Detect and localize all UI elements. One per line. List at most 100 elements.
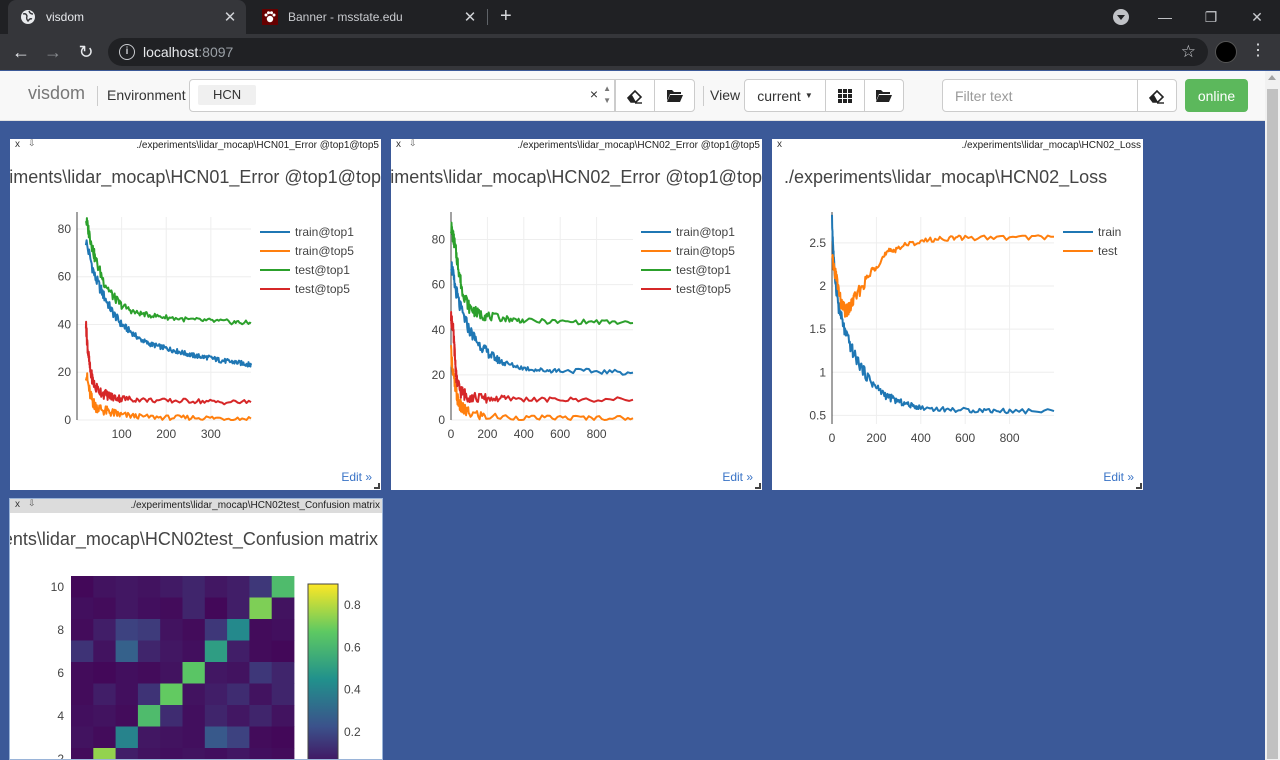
heatmap-cell bbox=[249, 597, 273, 620]
y-tick-label: 60 bbox=[432, 278, 446, 292]
legend-label: test@top5 bbox=[676, 282, 731, 296]
plot-pane-hcn02-error[interactable]: x ⇩ ./experiments\lidar_mocap\HCN02_Erro… bbox=[391, 139, 762, 490]
tab-search-icon[interactable] bbox=[1113, 9, 1129, 25]
manage-views-button[interactable] bbox=[864, 79, 904, 112]
heatmap-cell bbox=[227, 619, 250, 641]
x-tick-label: 400 bbox=[911, 431, 931, 445]
line-chart[interactable]: 0 200 400 600 800 0 20 40 60 80 train@top1 train@to… bbox=[391, 139, 762, 490]
series-line-train-top5 bbox=[450, 345, 634, 421]
view-select[interactable]: current ▼ bbox=[744, 79, 826, 112]
x-tick-label: 200 bbox=[477, 427, 497, 441]
pane-header[interactable]: x ⇩ ./experiments\lidar_mocap\HCN01_Erro… bbox=[10, 139, 381, 153]
restore-icon[interactable]: ❐ bbox=[1204, 8, 1218, 25]
resize-handle[interactable] bbox=[755, 483, 761, 489]
resize-handle[interactable] bbox=[374, 483, 380, 489]
manage-environments-button[interactable] bbox=[654, 79, 695, 112]
heatmap-cell bbox=[71, 705, 94, 727]
pane-header[interactable]: x ⇩ ./experiments\lidar_mocap\HCN02_Erro… bbox=[391, 139, 762, 153]
heatmap-cell bbox=[182, 705, 206, 727]
brand-logo[interactable]: visdom bbox=[28, 83, 86, 103]
pane-header[interactable]: x ./experiments\lidar_mocap\HCN02_Loss bbox=[772, 139, 1143, 153]
heatmap-cell bbox=[271, 726, 295, 749]
resize-handle[interactable] bbox=[1136, 483, 1142, 489]
tab-banner[interactable]: Banner - msstate.edu ✕ bbox=[250, 0, 486, 34]
download-icon[interactable]: ⇩ bbox=[409, 139, 417, 148]
legend-label: test bbox=[1098, 244, 1118, 258]
close-window-icon[interactable]: ✕ bbox=[1251, 8, 1263, 25]
info-icon[interactable]: i bbox=[119, 44, 135, 60]
heatmap-cell bbox=[182, 576, 206, 598]
plot-title: ./experiments\lidar_mocap\HCN02_Loss bbox=[784, 167, 1108, 187]
reload-icon[interactable]: ↻ bbox=[78, 42, 94, 62]
pane-header[interactable]: x ⇩ ./experiments\lidar_mocap\HCN02test_… bbox=[10, 499, 382, 513]
plot-pane-hcn02-loss[interactable]: x ./experiments\lidar_mocap\HCN02_Loss .… bbox=[772, 139, 1143, 490]
url-text[interactable]: localhost:8097 bbox=[143, 44, 234, 60]
line-chart[interactable]: 100 200 300 0 20 40 60 80 train@top1 train@top5 te… bbox=[10, 139, 381, 490]
y-tick-label: 4 bbox=[57, 709, 64, 723]
plot-pane-hcn01-error[interactable]: x ⇩ ./experiments\lidar_mocap\HCN01_Erro… bbox=[10, 139, 381, 490]
environment-chip[interactable]: HCN bbox=[198, 85, 257, 105]
heatmap-cell bbox=[249, 748, 273, 759]
heatmap-cell bbox=[137, 576, 161, 598]
tab-divider bbox=[487, 9, 488, 25]
environment-select[interactable]: HCN × ▲ ▼ bbox=[189, 79, 615, 112]
close-tab-icon[interactable]: ✕ bbox=[463, 9, 477, 26]
x-tick-label: 600 bbox=[550, 427, 570, 441]
spinner-arrows-icon[interactable]: ▲ ▼ bbox=[603, 84, 611, 105]
series-line-train bbox=[831, 214, 1055, 415]
y-tick-label: 2 bbox=[57, 752, 64, 760]
address-bar[interactable]: i localhost:8097 ☆ bbox=[108, 38, 1208, 66]
colorbar-tick-label: 0.4 bbox=[344, 683, 361, 697]
tab-title: Banner - msstate.edu bbox=[288, 10, 403, 24]
scroll-up-arrow-icon[interactable] bbox=[1268, 75, 1276, 80]
scrollbar-thumb[interactable] bbox=[1267, 89, 1278, 759]
y-tick-label: 0.5 bbox=[809, 408, 826, 422]
heatmap-pane-confusion-matrix[interactable]: x ⇩ ./experiments\lidar_mocap\HCN02test_… bbox=[9, 498, 383, 760]
y-tick-label: 40 bbox=[432, 323, 446, 337]
edit-link[interactable]: Edit » bbox=[1103, 470, 1134, 484]
y-tick-label: 60 bbox=[58, 270, 72, 284]
line-chart[interactable]: 0 200 400 600 800 0.5 1 1.5 2 2.5 train test bbox=[772, 139, 1143, 490]
profile-avatar[interactable] bbox=[1215, 41, 1237, 63]
heatmap-cell bbox=[271, 619, 295, 641]
heatmap-cell bbox=[204, 683, 228, 706]
new-tab-button[interactable]: + bbox=[500, 5, 512, 27]
browser-menu-icon[interactable]: ⋮ bbox=[1250, 42, 1266, 59]
edit-link[interactable]: Edit » bbox=[341, 470, 372, 484]
close-pane-icon[interactable]: x bbox=[15, 499, 20, 510]
x-tick-label: 0 bbox=[829, 431, 836, 445]
heatmap-cell bbox=[160, 683, 183, 706]
heatmap-cell bbox=[137, 640, 161, 663]
filter-text-input[interactable]: Filter text bbox=[942, 79, 1138, 112]
paw-print-icon bbox=[262, 9, 278, 25]
download-icon[interactable]: ⇩ bbox=[28, 139, 36, 148]
forward-arrow-icon[interactable]: → bbox=[44, 42, 62, 62]
tab-visdom[interactable]: visdom ✕ bbox=[8, 0, 246, 34]
bookmark-star-icon[interactable]: ☆ bbox=[1180, 42, 1196, 61]
close-tab-icon[interactable]: ✕ bbox=[223, 9, 237, 26]
heatmap-cell bbox=[137, 683, 161, 706]
online-status-button[interactable]: online bbox=[1185, 79, 1248, 112]
colorbar-tick-label: 0.2 bbox=[344, 725, 361, 739]
heatmap-cell bbox=[271, 748, 295, 759]
page-scrollbar[interactable] bbox=[1265, 71, 1280, 760]
repack-layout-button[interactable] bbox=[825, 79, 865, 112]
heatmap-chart[interactable]: 2 4 6 8 10 0.2 0.4 0.6 0.8 bbox=[10, 499, 382, 760]
minimize-icon[interactable]: — bbox=[1158, 9, 1172, 25]
heatmap-cell bbox=[71, 597, 94, 620]
download-icon[interactable]: ⇩ bbox=[28, 498, 36, 508]
close-pane-icon[interactable]: x bbox=[777, 139, 782, 150]
nav-divider bbox=[97, 86, 98, 106]
close-pane-icon[interactable]: x bbox=[396, 139, 401, 150]
pane-path: ./experiments\lidar_mocap\HCN02_Loss bbox=[961, 140, 1141, 151]
heatmap-cell bbox=[204, 748, 228, 759]
clear-filter-button[interactable] bbox=[1137, 79, 1177, 112]
back-arrow-icon[interactable]: ← bbox=[12, 42, 30, 62]
heatmap-cell bbox=[249, 662, 273, 684]
folder-open-icon bbox=[666, 90, 683, 102]
edit-link[interactable]: Edit » bbox=[722, 470, 753, 484]
clear-environment-icon[interactable]: × bbox=[589, 86, 598, 102]
clear-environment-button[interactable] bbox=[615, 79, 655, 112]
heatmap-cell bbox=[271, 683, 295, 706]
close-pane-icon[interactable]: x bbox=[15, 139, 20, 150]
